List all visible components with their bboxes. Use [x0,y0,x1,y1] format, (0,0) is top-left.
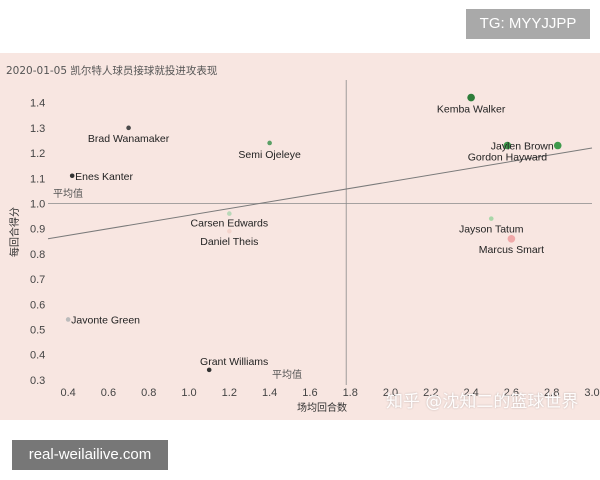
trend-line [47,147,593,240]
x-tick-label: 2.0 [383,387,398,399]
average-lines [48,80,592,385]
data-point [267,140,272,146]
point-label: Gordon Hayward [468,152,548,164]
point-label: Grant Williams [200,356,268,368]
x-tick-label: 2.4 [463,387,478,399]
data-point [69,173,75,179]
y-tick-label: 0.4 [30,350,45,362]
trend-line-group [47,147,593,240]
watermark-tg-badge: TG: MYYJJPP [466,9,590,39]
y-tick-label: 0.5 [30,325,45,337]
data-point [126,125,131,131]
x-tick-label: 2.6 [504,387,519,399]
y-axis-ticks: 0.3 0.4 0.5 0.6 0.7 0.8 0.9 1.0 1.1 1.2 1.3 1.4 [30,98,45,387]
data-point [488,216,494,221]
x-tick-label: 1.4 [262,387,277,399]
x-tick-label: 0.6 [101,387,116,399]
average-y-label: 平均值 [53,187,83,200]
data-points [65,93,562,373]
data-point [206,367,212,373]
data-point [503,141,512,150]
x-tick-label: 1.2 [222,387,237,399]
x-axis-label: 场均回合数 [297,401,347,414]
data-point [507,234,516,243]
point-label: Jayson Tatum [459,224,524,236]
data-point [553,141,562,150]
y-tick-label: 1.4 [30,98,45,110]
y-tick-label: 0.9 [30,224,45,236]
watermark-zhihu: 知乎 @沈知二的篮球世界 [386,392,579,412]
x-axis-ticks: 0.4 0.6 0.8 1.0 1.2 1.4 1.6 1.8 2.0 2.2 2.4 2.6 2.8 3… [60,387,599,399]
point-label: Marcus Smart [479,244,544,256]
y-tick-label: 1.2 [30,148,45,160]
y-tick-label: 0.7 [30,274,45,286]
y-tick-label: 0.6 [30,299,45,311]
chart-title: 2020-01-05 凯尔特人球员接球就投进攻表现 [6,65,218,77]
x-tick-label: 3.0 [584,387,599,399]
point-label: Enes Kanter [75,171,133,183]
x-tick-label: 2.2 [423,387,438,399]
y-tick-label: 1.1 [30,173,45,185]
data-point [227,228,232,234]
point-label: Jaylen Brown [491,141,554,153]
point-label: Brad Wanamaker [88,133,170,145]
data-point [227,211,232,216]
point-label: Javonte Green [71,314,140,326]
point-label: Carsen Edwards [191,218,269,230]
x-tick-label: 2.8 [544,387,559,399]
x-tick-label: 1.6 [302,387,317,399]
y-tick-label: 1.0 [30,198,45,210]
y-tick-label: 1.3 [30,123,45,135]
data-point [467,93,475,102]
y-axis-label: 每回合得分 [8,207,21,257]
y-tick-label: 0.3 [30,375,45,387]
point-label: Semi Ojeleye [238,149,301,161]
x-tick-label: 1.8 [343,387,358,399]
average-x-label: 平均值 [272,368,302,381]
chart-background [0,53,600,420]
x-tick-label: 0.4 [60,387,75,399]
x-tick-label: 1.0 [181,387,196,399]
point-label: Kemba Walker [437,104,506,116]
watermark-site-badge: real-weilailive.com [12,440,168,470]
point-label: Daniel Theis [200,236,258,248]
y-tick-label: 0.8 [30,249,45,261]
x-tick-label: 0.8 [141,387,156,399]
data-point [65,317,71,322]
